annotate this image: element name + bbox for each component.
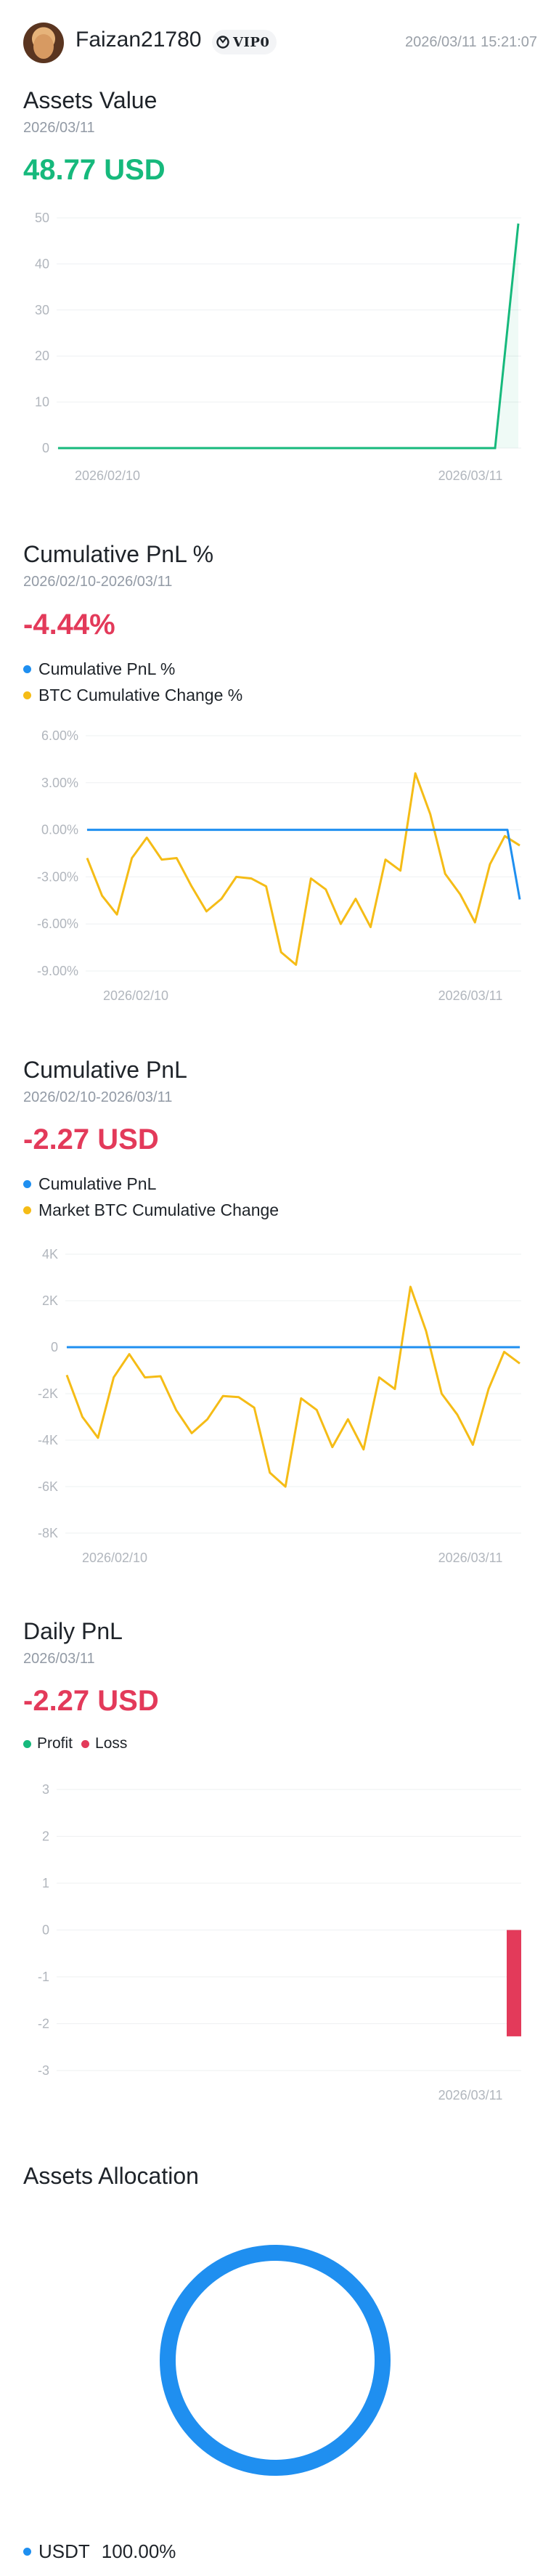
y-tick-label: 2K [42,1293,58,1308]
header-timestamp: 2026/03/11 15:21:07 [404,34,537,50]
yellow-dot-icon [23,1206,31,1214]
legend-label: Market BTC Cumulative Change [38,1200,279,1219]
cum-pnl-pct-title: Cumulative PnL % [23,541,214,567]
x-tick-label: 2026/02/10 [82,1551,147,1565]
cum-pnl-pct-legend-1: Cumulative PnL % [23,659,175,679]
daily-pnl-legend: Profit Loss [23,1735,127,1752]
area-fill [58,223,518,448]
daily-pnl-chart[interactable]: 3 2 1 0 -1 -2 -3 2026/03/11 [0,1772,543,2113]
daily-pnl-date: 2026/03/11 [23,1651,95,1667]
green-dot-icon [23,1739,31,1748]
blue-dot-icon [23,665,31,673]
x-tick-label: 2026/03/11 [438,1551,503,1565]
x-tick-label: 2026/03/11 [438,2088,503,2102]
y-tick-label: -1 [38,1970,49,1984]
legend-asset: USDT [38,2540,90,2562]
y-tick-label: -4K [38,1433,58,1447]
assets-allocation-donut[interactable] [155,2240,395,2480]
x-tick-label: 2026/02/10 [75,468,140,483]
vip-badge-icon [216,36,229,49]
btc-change-pct-line [86,772,520,966]
legend-label: Cumulative PnL % [38,659,176,678]
y-tick-label: 2 [42,1829,49,1844]
legend-percent: 100.00% [101,2540,176,2562]
assets-allocation-title: Assets Allocation [23,2163,199,2189]
x-tick-label: 2026/02/10 [103,988,168,1003]
y-tick-label: 0 [42,441,49,455]
y-tick-label: -2K [38,1386,58,1401]
y-tick-label: 0 [42,1923,49,1938]
red-dot-icon [81,1739,90,1748]
btc-change-line [65,1285,520,1488]
y-tick-label: -9.00% [37,964,78,978]
legend-label: BTC Cumulative Change % [38,686,243,704]
y-tick-label: 40 [35,256,49,271]
daily-pnl-value: -2.27 USD [23,1685,159,1717]
x-tick-label: 2026/03/11 [438,988,503,1003]
y-tick-label: 30 [35,303,49,317]
cum-pnl-range: 2026/02/10-2026/03/11 [23,1089,173,1105]
blue-dot-icon [23,2548,31,2556]
y-tick-label: 20 [35,349,49,363]
donut-slice-usdt [160,2245,391,2476]
daily-pnl-bar [507,1930,521,2036]
vip-label: VIP0 [233,34,270,50]
cum-pnl-legend-2: Market BTC Cumulative Change [23,1200,279,1220]
blue-dot-icon [23,1180,31,1188]
cum-pnl-pct-value: -4.44% [23,609,115,641]
assets-value-date: 2026/03/11 [23,120,95,136]
assets-allocation-legend: USDT 100.00% [23,2540,176,2563]
cum-pnl-pct-line [87,829,521,900]
cum-pnl-pct-chart[interactable]: 6.00% 3.00% 0.00% -3.00% -6.00% -9.00% 2026/02… [0,715,543,1013]
y-tick-label: -6.00% [37,917,78,931]
y-tick-label: 3.00% [41,776,78,790]
legend-label-loss: Loss [95,1735,128,1752]
cum-pnl-title: Cumulative PnL [23,1057,187,1083]
assets-value-title: Assets Value [23,87,158,113]
yellow-dot-icon [23,691,31,699]
y-tick-label: 4K [42,1247,58,1261]
cum-pnl-legend-1: Cumulative PnL [23,1174,156,1194]
assets-value-amount: 48.77 USD [23,154,166,186]
username[interactable]: Faizan21780 [75,28,202,52]
assets-value-chart[interactable]: 50 40 30 20 10 0 2026/02/10 2026/03/11 [0,203,543,501]
y-tick-label: 1 [42,1876,49,1890]
vip-badge[interactable]: VIP0 [212,30,277,54]
y-tick-label: 10 [35,395,49,410]
daily-pnl-title: Daily PnL [23,1618,123,1644]
y-tick-label: 0.00% [41,823,78,837]
x-tick-label: 2026/03/11 [438,468,503,483]
y-tick-label: -3.00% [37,869,78,884]
assets-value-line [58,223,520,450]
legend-label-profit: Profit [37,1735,73,1752]
avatar[interactable] [23,23,64,63]
y-tick-label: 3 [42,1782,49,1797]
y-tick-label: -2 [38,2017,49,2031]
y-tick-label: 50 [35,211,49,225]
y-tick-label: 6.00% [41,728,78,743]
y-tick-label: 0 [51,1340,58,1354]
cum-pnl-pct-range: 2026/02/10-2026/03/11 [23,574,173,590]
legend-label: Cumulative PnL [38,1174,157,1193]
y-tick-label: -8K [38,1526,58,1540]
cum-pnl-chart[interactable]: 4K 2K 0 -2K -4K -6K -8K 2026/02/10 2026/03/11 [0,1235,543,1576]
cum-pnl-pct-legend-2: BTC Cumulative Change % [23,686,242,705]
cum-pnl-value: -2.27 USD [23,1124,159,1155]
y-tick-label: -3 [38,2063,49,2078]
y-tick-label: -6K [38,1479,58,1494]
